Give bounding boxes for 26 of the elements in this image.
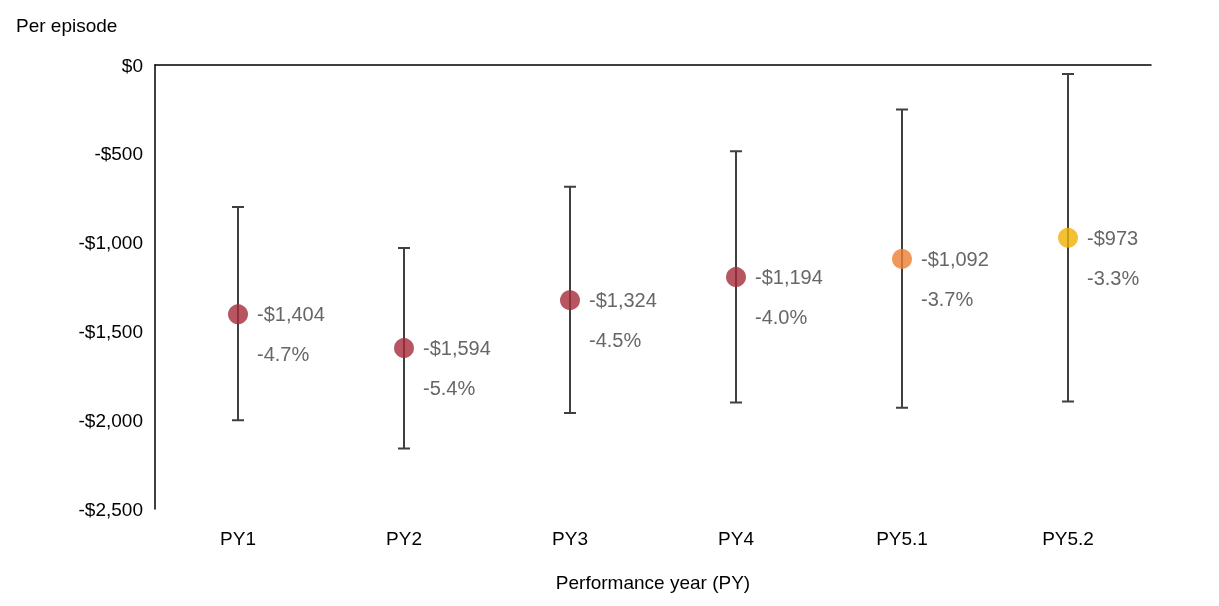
- point: [892, 248, 912, 269]
- x-tick-label: PY2: [386, 528, 422, 549]
- y-tick-label: -$1,500: [78, 320, 143, 342]
- y-tick-label: -$2,500: [78, 498, 143, 520]
- point: [228, 304, 248, 325]
- data-label: -$1,594 -5.4%: [423, 337, 491, 400]
- data-label: -$1,092 -3.7%: [921, 247, 989, 310]
- point: [394, 338, 414, 359]
- point: [560, 290, 580, 311]
- x-tick-label: PY1: [220, 528, 256, 549]
- y-tick-label: -$2,000: [78, 409, 143, 431]
- x-tick-label: PY3: [552, 528, 588, 549]
- data-label: -$973 -3.3%: [1087, 226, 1140, 289]
- x-tick-label: PY5.1: [876, 528, 928, 549]
- data-label: -$1,194 -4.0%: [755, 266, 823, 329]
- point: [1058, 227, 1078, 248]
- y-tick-label: $0: [121, 54, 143, 76]
- y-axis-title: Per episode: [16, 15, 118, 36]
- x-tick-label: PY5.2: [1042, 528, 1094, 549]
- point: [726, 267, 746, 288]
- y-tick-label: -$500: [94, 143, 143, 165]
- data-label: -$1,324 -4.5%: [589, 289, 657, 352]
- x-tick-label: PY4: [718, 528, 755, 549]
- y-tick-label: -$1,000: [78, 232, 143, 254]
- x-axis-title: Performance year (PY): [555, 572, 751, 593]
- data-label: -$1,404 -4.7%: [257, 303, 325, 366]
